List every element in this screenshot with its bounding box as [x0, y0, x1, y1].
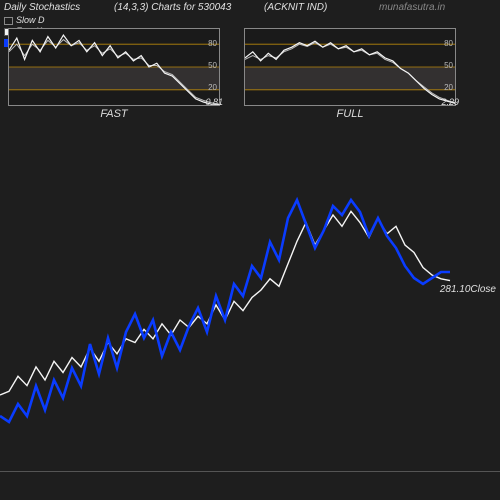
- tick-50: 50: [444, 61, 453, 70]
- header-params: (14,3,3) Charts for 530043: [114, 2, 264, 13]
- tick-20: 20: [208, 83, 217, 92]
- header-site: munafasutra.in: [379, 2, 445, 13]
- full-end-value: 2.29: [441, 97, 459, 107]
- stochastic-panels: 80 50 20 0.81 FAST 80 50 20 2.29 FULL: [0, 28, 500, 120]
- square-icon: [4, 17, 13, 25]
- tick-20: 20: [444, 83, 453, 92]
- full-label: FULL: [244, 108, 456, 120]
- close-label: 281.10Close: [440, 284, 496, 295]
- bottom-axis: [0, 471, 500, 472]
- fast-chart: [9, 29, 219, 105]
- tick-80: 80: [208, 39, 217, 48]
- tick-50: 50: [208, 61, 217, 70]
- legend-slow-d: Slow D: [4, 15, 496, 26]
- fast-label: FAST: [8, 108, 220, 120]
- full-panel: 80 50 20 2.29: [244, 28, 456, 106]
- main-chart: [0, 170, 500, 470]
- fast-panel: 80 50 20 0.81: [8, 28, 220, 106]
- fast-end-value: 0.81: [205, 97, 223, 107]
- header-symbol: (ACKNIT IND): [264, 2, 379, 13]
- full-chart: [245, 29, 455, 105]
- chart-header: Daily Stochastics (14,3,3) Charts for 53…: [0, 0, 500, 15]
- tick-80: 80: [444, 39, 453, 48]
- header-title: Daily Stochastics: [4, 2, 114, 13]
